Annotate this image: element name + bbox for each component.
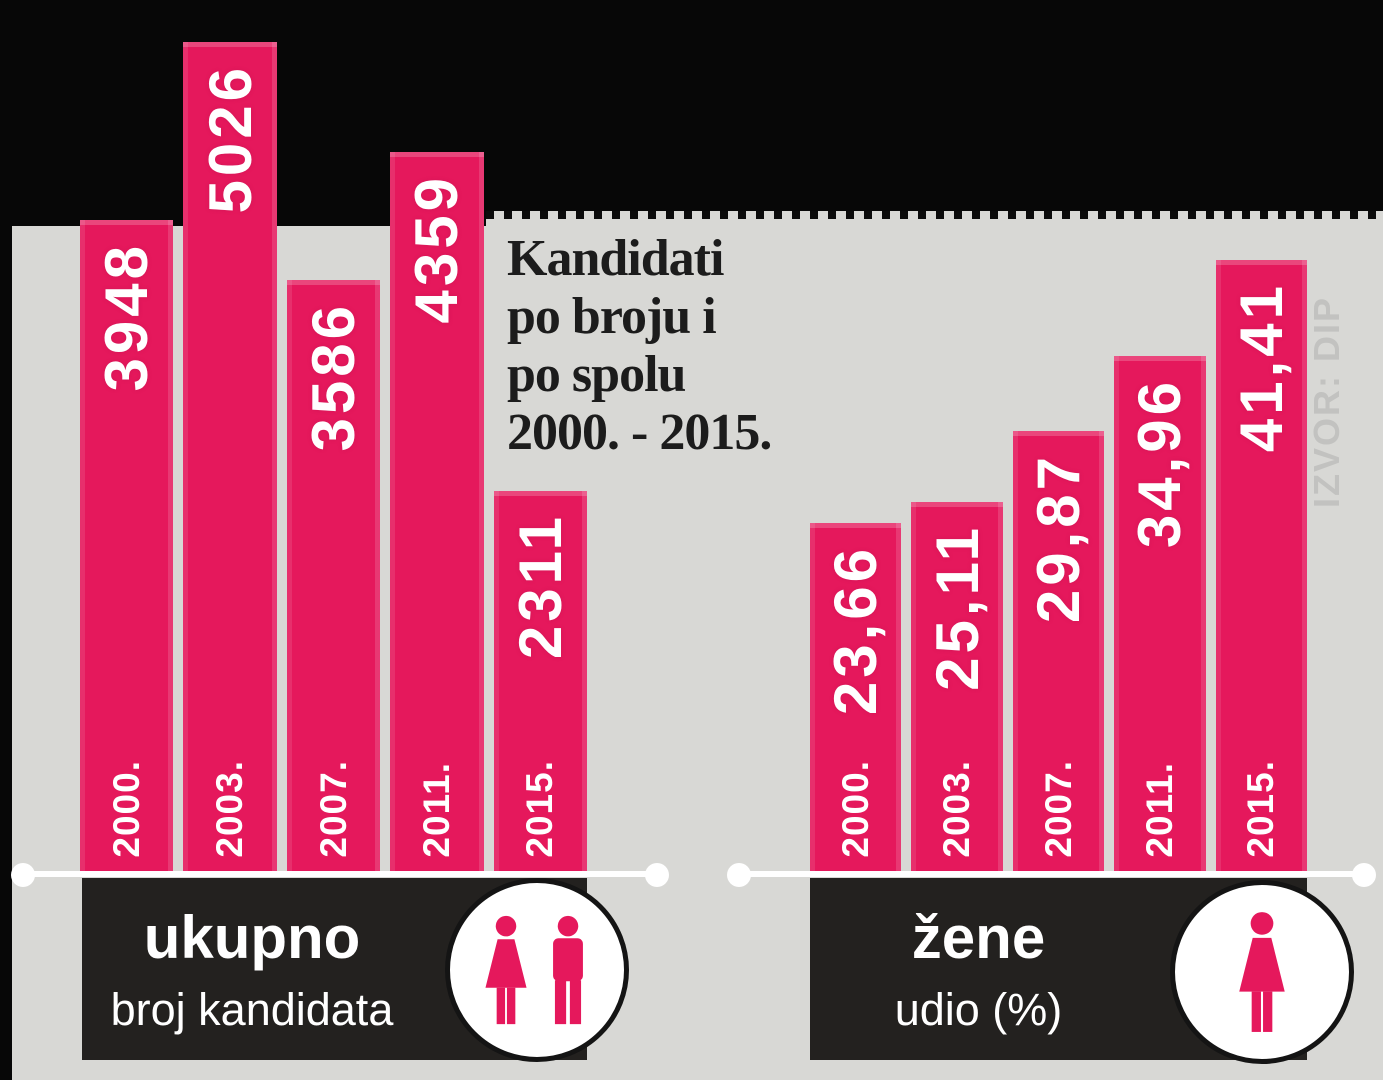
bar-year-label: 2003. [209,760,251,858]
bar-year-label: 2015. [519,760,561,858]
bar-ukupno-2007: 3586 2007. [286,280,381,874]
bar-value-label: 3586 [300,302,368,452]
bar-ukupno-2000: 3948 2000. [80,220,174,874]
legend-icon-badge-women [1170,880,1354,1064]
bar-year-label: 2007. [312,760,354,858]
bar-ukupno-2003: 5026 2003. [183,42,277,874]
bar-value-label: 3948 [93,242,161,392]
source-note: IZVOR: DIP [1306,295,1347,508]
woman-icon [478,912,534,1028]
bar-value-label: 29,87 [1025,453,1093,624]
legend-title-total: ukupno [143,903,361,971]
legend-title-women: žene [911,903,1046,971]
legend-subtitle-total: broj kandidata [110,983,394,1035]
bar-ukupno-2015: 2311 2015. [493,491,588,874]
bar-žene-2007: 29,87 2007. [1012,431,1105,874]
bar-žene-2011: 34,96 2011. [1114,356,1206,874]
bar-year-label: 2003. [936,760,978,858]
bar-chart-women-share: 23,66 2000. 25,11 2003. 29,87 2007. 34,96 2011.… [810,0,1308,874]
bar-value-label: 23,66 [822,545,890,716]
bar-chart-total-candidates: 3948 2000. 5026 2003. 3586 2007. 4359 2011. 2311… [80,0,588,874]
axis-line-right [738,871,1364,877]
axis-end-dot [645,863,669,887]
bar-žene-2003: 25,11 2003. [911,502,1003,874]
chart-title: Kandidati po broju i po spolu 2000. - 2015. [507,230,772,462]
top-dark-band [486,0,1383,211]
bar-year-label: 2011. [415,762,457,858]
dotted-divider-line [486,211,1383,219]
woman-icon [1231,910,1293,1034]
bar-year-label: 2000. [834,760,876,858]
chart-title-line: po spolu [507,346,686,403]
chart-title-line: po broju i [507,288,717,345]
bar-year-label: 2011. [1138,762,1180,858]
bar-žene-2000: 23,66 2000. [810,523,902,874]
bar-value-label: 4359 [403,174,471,324]
bar-value-label: 5026 [196,64,264,214]
axis-end-dot [1352,863,1376,887]
man-icon [540,912,596,1028]
bar-value-label: 2311 [506,513,574,660]
legend-icon-badge-total [445,878,629,1062]
axis-end-dot [727,863,751,887]
legend-subtitle-women: udio (%) [894,983,1063,1035]
bar-ukupno-2011: 4359 2011. [390,152,484,874]
bar-year-label: 2007. [1037,760,1079,858]
bar-value-label: 34,96 [1126,378,1194,549]
chart-title-line: 2000. - 2015. [507,404,772,461]
chart-title-line: Kandidati [507,230,724,287]
axis-line-left [22,871,657,877]
bar-žene-2015: 41,41 2015. [1215,260,1308,874]
bar-value-label: 25,11 [923,524,991,691]
bar-year-label: 2000. [105,760,147,858]
axis-end-dot [11,863,35,887]
bar-value-label: 41,41 [1227,282,1295,453]
left-edge-black-strip [0,0,12,1080]
bar-year-label: 2015. [1240,760,1282,858]
